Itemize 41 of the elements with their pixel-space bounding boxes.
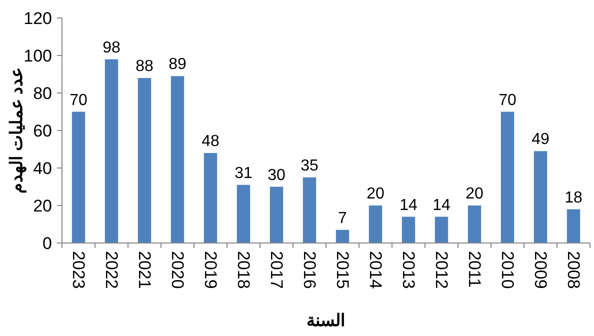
- data-label: 14: [400, 196, 418, 214]
- x-tick-label: 2020: [168, 251, 187, 289]
- data-label: 98: [102, 39, 120, 56]
- x-tick-label: 2018: [234, 251, 253, 289]
- y-tick-label: 40: [33, 159, 52, 178]
- x-axis-title: السنة: [306, 311, 346, 330]
- y-axis-title: عدد عمليات الهدم: [7, 67, 27, 194]
- x-tick-label: 2019: [201, 251, 220, 289]
- data-label: 88: [136, 58, 154, 75]
- x-tick-label: 2022: [102, 251, 121, 289]
- data-label: 14: [432, 196, 450, 214]
- y-tick-label: 100: [24, 46, 52, 66]
- data-label: 49: [532, 131, 550, 148]
- data-label: 20: [466, 186, 484, 202]
- x-tick-label: 2016: [300, 251, 319, 289]
- data-label: 89: [168, 56, 186, 74]
- x-tick-label: 2021: [135, 251, 154, 289]
- x-tick-label: 2011: [465, 251, 484, 288]
- data-label: 18: [564, 189, 582, 206]
- data-label: 70: [498, 92, 516, 109]
- x-tick-label: 2013: [399, 251, 418, 289]
- y-tick-label: 120: [24, 9, 52, 28]
- y-tick-label: 60: [33, 122, 52, 140]
- x-tick-label: 2012: [432, 251, 451, 289]
- y-tick-label: 20: [33, 196, 52, 216]
- y-tick-label: 80: [33, 84, 52, 103]
- x-tick-label: 2017: [267, 251, 286, 289]
- data-label: 48: [202, 133, 220, 150]
- data-label: 20: [366, 186, 384, 202]
- data-label: 31: [234, 164, 252, 182]
- x-tick-label: 2015: [333, 251, 352, 289]
- x-tick-label: 2010: [498, 251, 517, 289]
- x-tick-label: 2023: [69, 251, 88, 289]
- x-tick-label: 2009: [531, 251, 550, 289]
- x-tick-label: 2008: [564, 251, 583, 289]
- x-tick-label: 2014: [366, 251, 385, 289]
- data-label: 35: [300, 157, 318, 174]
- y-tick-label: 0: [42, 234, 52, 253]
- data-label: 70: [70, 92, 88, 109]
- data-label: 7: [338, 210, 348, 227]
- data-label: 30: [268, 166, 286, 184]
